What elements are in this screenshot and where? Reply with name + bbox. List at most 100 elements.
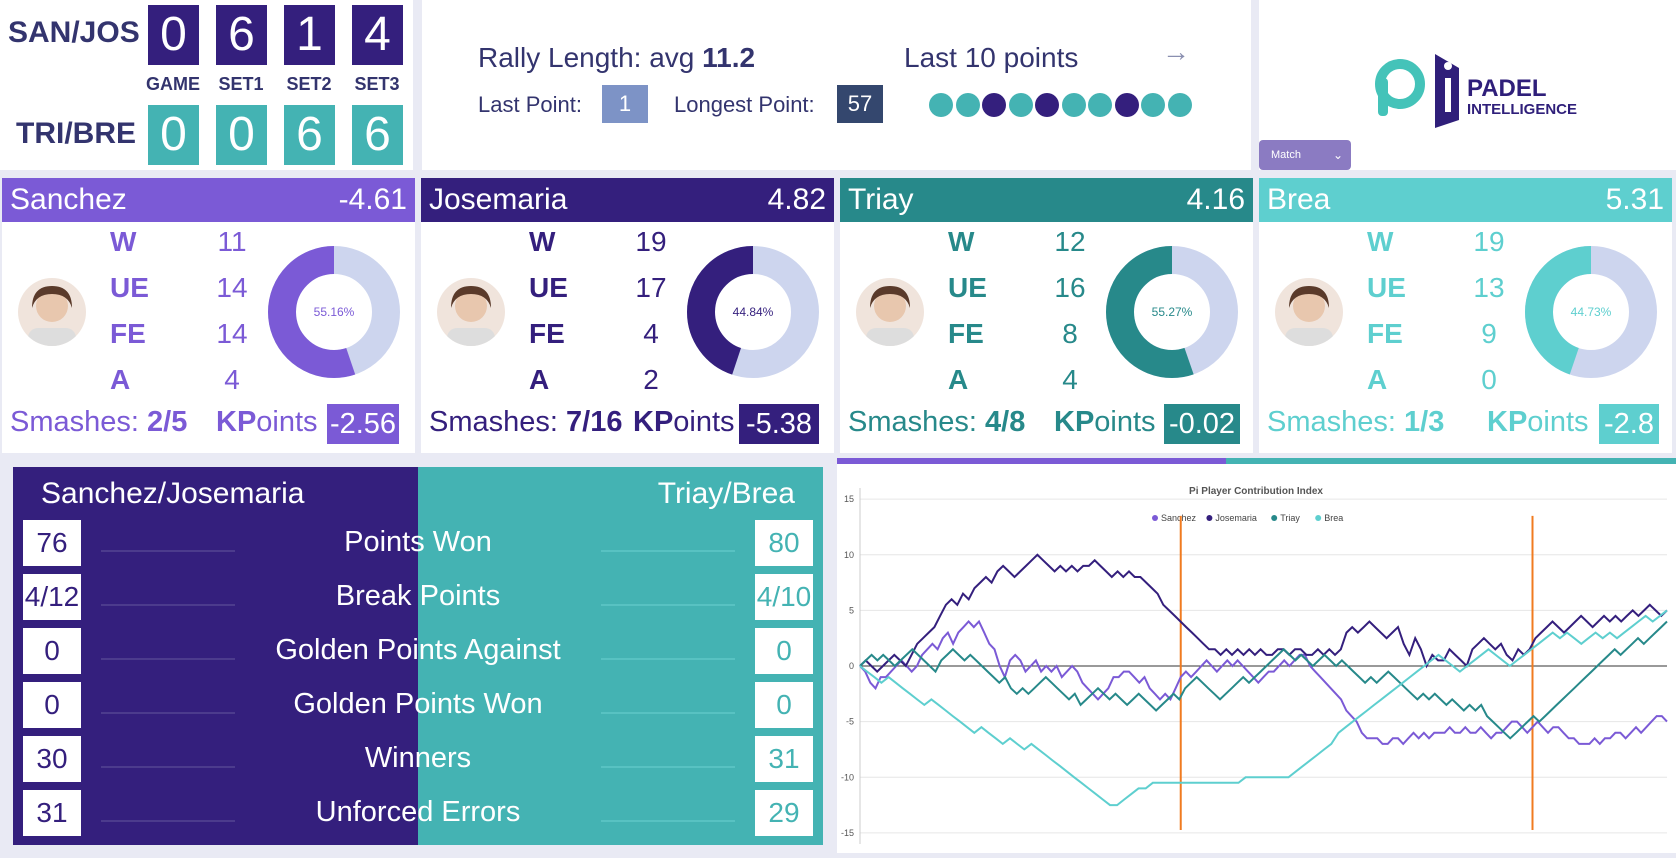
next-arrow-icon[interactable]: → [1162,36,1190,67]
stat-value-ue: 13 [1473,272,1505,303]
stat-label: A [1367,364,1388,395]
kpoints-label: KPoints [216,406,318,439]
contribution-chart: Pi Player Contribution Index Sanchez Josem… [841,486,1668,844]
player-avatar [437,278,505,346]
label-set2: SET2 [286,74,332,94]
stat-row-label: Break Points [335,580,501,612]
donut-percent: 44.73% [1571,305,1612,319]
kpoints-label-rest: oints [1094,406,1156,438]
stat-row-label: Golden Points Won [293,688,543,720]
stat-label: A [110,364,131,395]
stat-value-ue: 14 [216,272,248,303]
last10-dot [929,93,953,117]
smashes-label: Smashes: [1267,406,1396,438]
kpoints-label-bold: KP [633,406,674,438]
team2-stat-value: 0 [755,682,813,728]
chevron-down-icon: ⌄ [1332,148,1343,162]
y-tick-label: -5 [846,717,854,727]
divider-line [601,658,735,660]
player-index-score: 5.31 [1605,183,1664,216]
divider-line [601,820,735,822]
stat-value-w: 11 [217,226,247,257]
legend-marker [1271,515,1278,521]
stat-value-a: 4 [1062,364,1078,395]
kpoints-value: -5.38 [739,404,819,444]
y-tick-label: 10 [844,550,854,560]
divider-line [101,658,235,660]
stat-label: UE [110,272,149,303]
divider-line [601,766,735,768]
logo-text-line2: INTELLIGENCE [1467,101,1577,118]
kpoints-value: -0.02 [1164,404,1240,444]
kpoints-label: KPoints [1054,406,1156,439]
longest-point-label: Longest Point: [674,92,815,117]
team1-stat-value: 76 [23,520,81,566]
chart-title: Pi Player Contribution Index [1189,486,1323,497]
team1-set3-score: 4 [352,5,403,65]
divider-line [101,604,235,606]
team1-set1-score: 6 [216,5,267,65]
series-line-triay [859,620,1668,740]
match-dropdown[interactable]: Match ⌄ [1259,140,1351,170]
stat-value-w: 19 [635,226,667,257]
padel-intelligence-logo: PADEL INTELLIGENCE [1375,54,1577,128]
stat-value-a: 0 [1481,364,1497,395]
team1-game-score: 0 [148,5,199,65]
legend-marker [1315,515,1322,521]
smashes-value: 4/8 [985,406,1026,438]
stat-label: W [1367,226,1394,257]
player-avatar [856,278,924,346]
rally-panel: Rally Length: avg 11.2 Last Point: 1 Lon… [422,0,1251,170]
contribution-donut: 55.16% [268,246,400,378]
last10-label: Last 10 points [904,42,1079,73]
smashes: Smashes: 1/3 [1267,406,1444,439]
legend-label: Josemaria [1215,513,1257,523]
player-card-header: Sanchez -4.61 [2,178,415,222]
legend-label: Sanchez [1161,513,1197,523]
contribution-donut: 44.84% [687,246,819,378]
player-avatar [18,278,86,346]
last10-dot [1141,93,1165,117]
team2-full-name: Triay/Brea [657,477,795,510]
last-point-value: 1 [602,85,648,123]
donut-share [268,246,400,378]
smashes: Smashes: 7/16 [429,406,622,439]
last10-dot [1167,93,1192,117]
stat-value-w: 19 [1473,226,1505,257]
donut-share [1525,246,1657,378]
stat-label: FE [948,318,984,349]
team1-stat-value: 0 [23,682,81,728]
player-card-header: Josemaria 4.82 [421,178,834,222]
last-point-label: Last Point: [478,92,582,117]
stat-value-w: 12 [1054,226,1086,257]
contribution-donut: 55.27% [1106,246,1238,378]
donut-percent: 55.27% [1152,305,1193,319]
stat-label: FE [529,318,565,349]
kpoints-label-rest: oints [1527,406,1589,438]
stat-label: FE [110,318,146,349]
legend-label: Triay [1280,513,1300,523]
player-name: Brea [1267,183,1331,216]
kpoints-label-bold: KP [1487,406,1528,438]
divider-line [101,766,235,768]
divider-line [101,820,235,822]
team2-stat-value: 80 [755,520,813,566]
team2-abbrev: TRI/BRE [16,117,136,150]
label-set1: SET1 [218,74,264,94]
stat-label: UE [529,272,568,303]
team2-set3-score: 6 [352,105,403,165]
logo-text-line1: PADEL [1467,75,1547,102]
stat-value-fe: 8 [1062,318,1078,349]
stat-row-label: Golden Points Against [275,634,561,666]
kpoints-value: -2.8 [1599,404,1659,444]
y-tick-label: 0 [849,661,854,671]
team1-stat-value: 0 [23,628,81,674]
stat-label: W [529,226,556,257]
stat-label: FE [1367,318,1403,349]
player-card: Brea 5.31 W 19 UE 13 FE 9 A 0 44.73% Smashes: 1… [1259,178,1672,453]
team1-abbrev: SAN/JOS [8,16,140,49]
team2-stat-value: 29 [755,790,813,836]
stat-label: UE [1367,272,1406,303]
stat-row-label: Points Won [344,526,492,558]
scoreboard: SAN/JOS TRI/BRE 0 6 1 4 GAME SET1 SET2 S… [0,0,413,170]
